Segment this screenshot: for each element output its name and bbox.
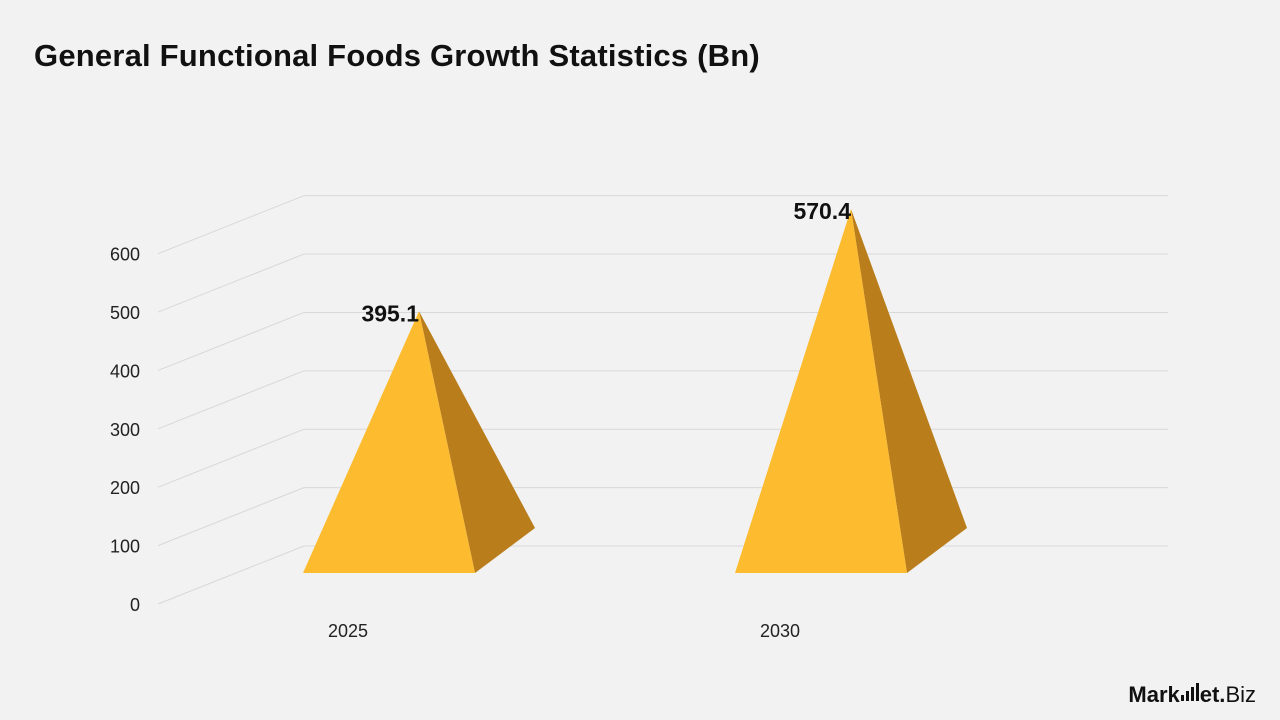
data-label: 570.4 — [793, 198, 851, 224]
data-label: 395.1 — [361, 300, 419, 326]
pyramid-side-face — [851, 208, 967, 574]
y-tick-label: 0 — [130, 595, 140, 615]
gridline-depth — [157, 311, 305, 371]
x-tick-label: 2025 — [328, 621, 368, 641]
y-tick-label: 100 — [110, 537, 140, 557]
gridline-depth — [157, 487, 305, 547]
pyramid-front-face — [303, 311, 475, 573]
gridline-depth — [157, 545, 305, 605]
marketbiz-logo: Mark et. Biz — [1128, 670, 1256, 706]
pyramid-side-face — [419, 311, 535, 573]
gridline-depth — [157, 195, 305, 255]
y-tick-label: 300 — [110, 420, 140, 440]
y-tick-label: 500 — [110, 303, 140, 323]
gridline-depth — [157, 370, 305, 430]
bar-chart-icon — [1180, 683, 1199, 701]
x-tick-label: 2030 — [760, 621, 800, 641]
y-tick-label: 400 — [110, 361, 140, 381]
gridline-depth — [157, 253, 305, 313]
brand-name-part2: et. — [1199, 682, 1226, 707]
y-tick-label: 600 — [110, 245, 140, 265]
pyramid-front-face — [735, 208, 907, 574]
y-tick-label: 200 — [110, 478, 140, 498]
brand-name-part1: Mark — [1128, 682, 1180, 707]
chart-title: General Functional Foods Growth Statisti… — [34, 38, 760, 73]
brand-name-part3: Biz — [1225, 682, 1256, 707]
gridline-depth — [157, 428, 305, 488]
